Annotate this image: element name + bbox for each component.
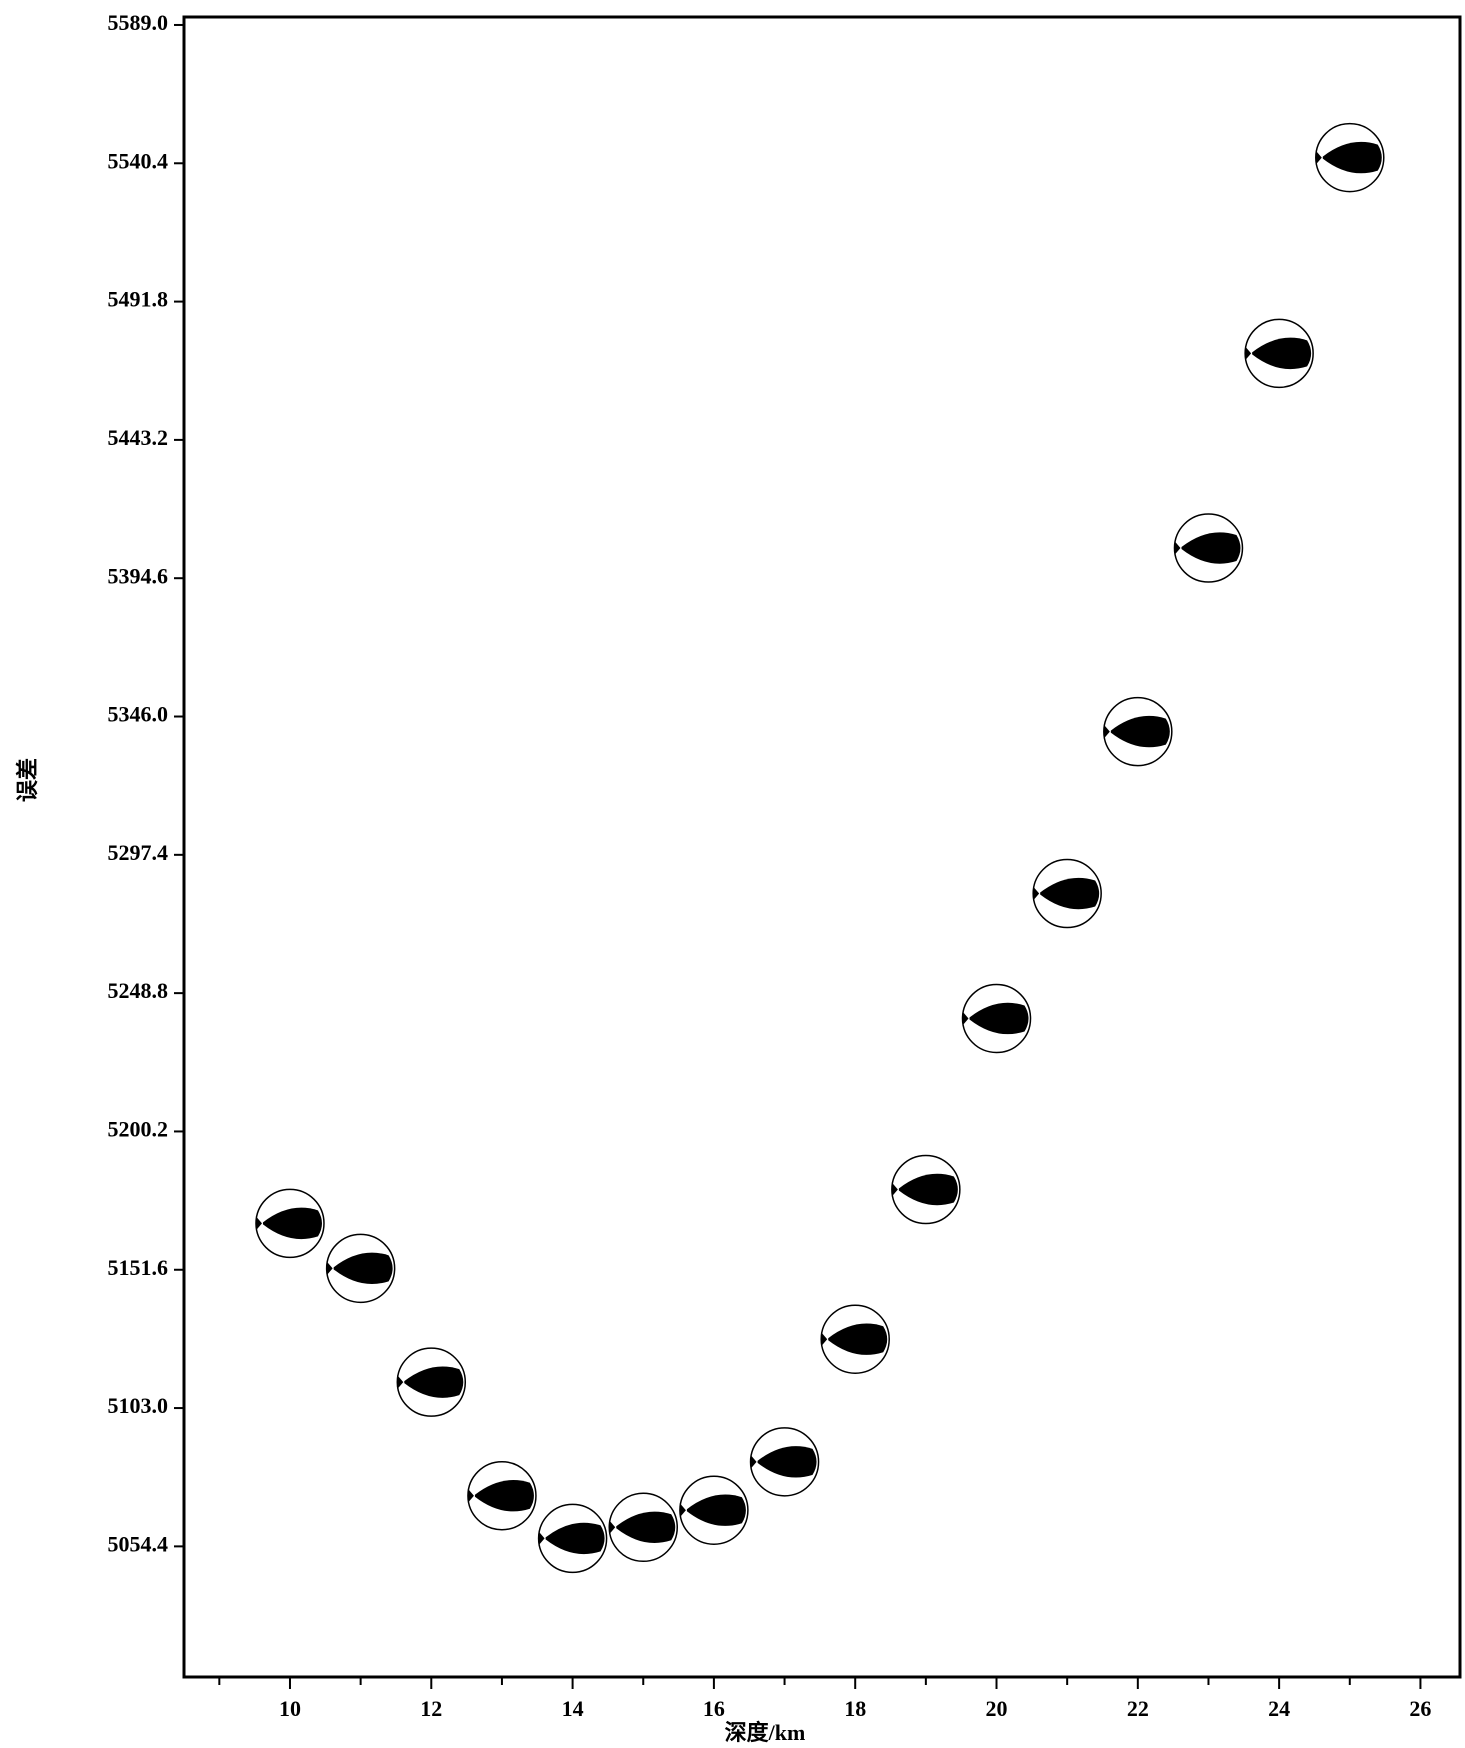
beachball-edge bbox=[1245, 346, 1252, 361]
beachball-compression bbox=[1181, 532, 1241, 564]
beachball bbox=[1173, 513, 1244, 583]
beachball-edge bbox=[1103, 724, 1110, 739]
beachball-compression bbox=[262, 1207, 322, 1240]
y-tick-label: 5394.6 bbox=[108, 563, 169, 588]
y-tick-label: 5103.0 bbox=[108, 1393, 169, 1418]
x-tick-label: 12 bbox=[420, 1696, 442, 1721]
plot-frame bbox=[182, 15, 1462, 1679]
x-tick-label: 14 bbox=[562, 1696, 584, 1721]
y-tick-label: 5589.0 bbox=[108, 10, 169, 35]
y-tick-label: 5540.4 bbox=[108, 148, 169, 173]
x-tick-label: 20 bbox=[986, 1696, 1008, 1721]
beachball-edge bbox=[1033, 886, 1040, 901]
beachball bbox=[1032, 858, 1102, 929]
y-tick-label: 5443.2 bbox=[108, 425, 169, 450]
y-tick-label: 5054.4 bbox=[108, 1531, 169, 1556]
beachball-compression bbox=[1322, 141, 1382, 174]
beachball bbox=[608, 1492, 678, 1563]
beachball bbox=[1315, 122, 1385, 193]
y-tick-label: 5151.6 bbox=[108, 1255, 169, 1280]
beachball-edge bbox=[1315, 150, 1322, 165]
beachball bbox=[679, 1475, 749, 1545]
beachball-compression bbox=[474, 1480, 534, 1512]
beachball-edge bbox=[962, 1011, 969, 1026]
x-tick-label: 18 bbox=[844, 1696, 866, 1721]
y-tick-label: 5297.4 bbox=[108, 840, 169, 865]
y-axis-label: 误差 bbox=[15, 758, 40, 802]
beachball-edge bbox=[679, 1503, 686, 1518]
beachball-compression bbox=[1040, 877, 1100, 910]
beachball bbox=[396, 1347, 467, 1417]
x-tick-label: 24 bbox=[1268, 1696, 1290, 1721]
x-tick-label: 22 bbox=[1127, 1696, 1149, 1721]
beachball-compression bbox=[333, 1252, 393, 1285]
x-axis-label: 深度/km bbox=[725, 1720, 806, 1745]
beachball-compression bbox=[545, 1522, 605, 1555]
beachball bbox=[255, 1188, 325, 1259]
beachball-edge bbox=[397, 1375, 404, 1390]
beachball-compression bbox=[1110, 715, 1170, 748]
beachball-edge bbox=[538, 1531, 545, 1546]
beachball bbox=[1103, 696, 1173, 767]
beachball bbox=[891, 1154, 961, 1225]
beachball-compression bbox=[969, 1002, 1029, 1035]
beachball bbox=[749, 1427, 820, 1497]
beachball-compression bbox=[616, 1511, 676, 1544]
beachball-edge bbox=[255, 1216, 262, 1231]
beachball-compression bbox=[686, 1494, 746, 1526]
y-tick-label: 5200.2 bbox=[108, 1116, 169, 1141]
beachball-edge bbox=[891, 1182, 898, 1197]
beachball-compression bbox=[404, 1366, 464, 1398]
beachball bbox=[1244, 318, 1314, 389]
beachball bbox=[820, 1304, 890, 1374]
beachball-edge bbox=[1174, 541, 1181, 556]
beachball bbox=[325, 1233, 396, 1304]
x-tick-label: 16 bbox=[703, 1696, 725, 1721]
beachball-compression bbox=[898, 1173, 958, 1206]
x-tick-label: 10 bbox=[279, 1696, 301, 1721]
beachball-compression bbox=[757, 1446, 817, 1478]
beachball-compression bbox=[1252, 337, 1312, 370]
y-tick-label: 5346.0 bbox=[108, 702, 169, 727]
beachball bbox=[467, 1460, 537, 1531]
beachball bbox=[961, 983, 1032, 1054]
beachball-edge bbox=[467, 1488, 474, 1503]
beachball-edge bbox=[821, 1332, 828, 1347]
beachball bbox=[537, 1503, 608, 1574]
beachball-edge bbox=[609, 1520, 616, 1535]
x-tick-label: 26 bbox=[1409, 1696, 1431, 1721]
beachball-edge bbox=[750, 1454, 757, 1469]
beachball-compression bbox=[828, 1323, 888, 1355]
y-tick-label: 5248.8 bbox=[108, 978, 169, 1003]
beachball-edge bbox=[326, 1261, 333, 1276]
y-tick-label: 5491.8 bbox=[108, 287, 169, 312]
